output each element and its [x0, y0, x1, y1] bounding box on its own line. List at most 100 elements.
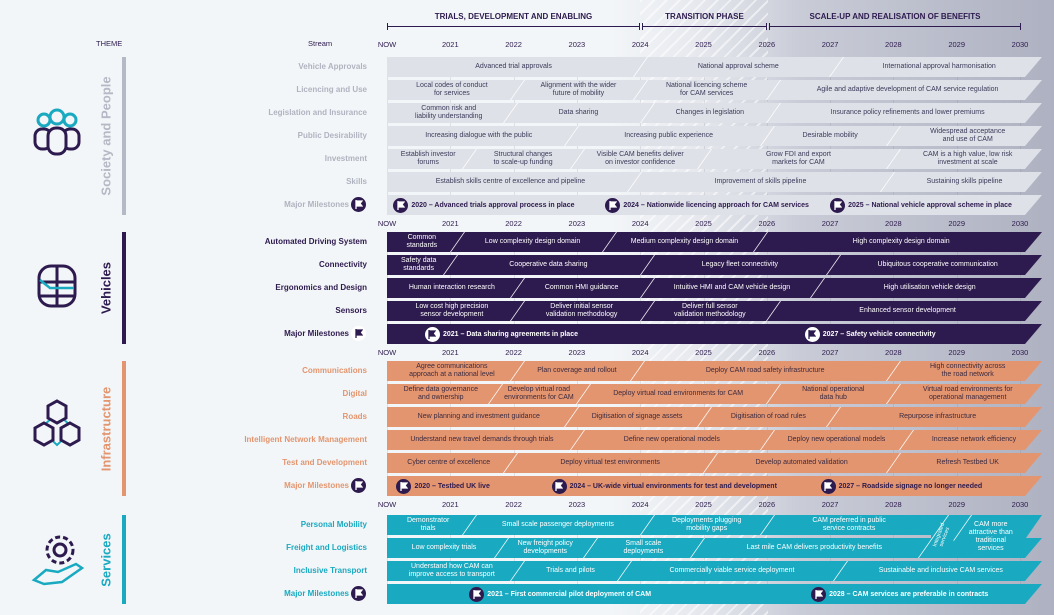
- roadmap-segment: Insurance policy refinements and lower p…: [830, 109, 985, 116]
- roadmap-segment: Deploy virtual test environments: [560, 459, 660, 466]
- year-gridline: [640, 361, 642, 496]
- stream-label: Roads: [342, 412, 367, 421]
- year-gridline: [893, 361, 895, 496]
- roadmap-segment: Structural changes to scale-up funding: [493, 151, 553, 166]
- phase-transition-line: [642, 23, 767, 30]
- stream-bar: Common risk and liability understanding D…: [387, 103, 1042, 123]
- roadmap-segment: Intuitive HMI and CAM vehicle design: [673, 284, 791, 291]
- axis-tick-label: 2024: [631, 219, 649, 228]
- flag-icon: [552, 479, 567, 494]
- roadmap-segment: Enhanced sensor development: [859, 307, 956, 314]
- roadmap-segment: Cooperative data sharing: [509, 261, 588, 268]
- milestone-text: 2021 – First commercial pilot deployment…: [487, 590, 652, 598]
- stream-label: Personal Mobility: [300, 520, 367, 529]
- axis-tick-label: 2025: [695, 500, 712, 509]
- flag-icon: [351, 586, 366, 601]
- roadmap-segment: Increasing dialogue with the public: [425, 132, 533, 139]
- axis-tick-label: 2026: [758, 500, 776, 509]
- year-gridline: [513, 361, 515, 496]
- milestone: 2024 – Nationwide licencing approach for…: [605, 197, 809, 213]
- stream-label: Skills: [346, 177, 367, 186]
- year-gridline: [830, 361, 832, 496]
- roadmap-segment: Visible CAM benefits deliver on investor…: [596, 151, 684, 166]
- theme-name: Infrastructure: [98, 386, 114, 471]
- stream-label: Intelligent Network Management: [244, 435, 367, 444]
- roadmap-segment: Common HMI guidance: [544, 284, 619, 291]
- stream-bar: Cyber centre of excellence Deploy virtual…: [387, 453, 1042, 473]
- roadmap-segment: Common standards: [406, 234, 438, 249]
- axis-tick-label: 2023: [568, 348, 586, 357]
- axis-tick-label: 2027: [821, 348, 839, 357]
- roadmap-segment: Common risk and liability understanding: [415, 105, 483, 120]
- axis-tick-label: 2025: [695, 40, 712, 49]
- roadmap-segment: International approval harmonisation: [882, 63, 996, 70]
- roadmap-segment: National operational data hub: [802, 386, 865, 401]
- phase-scale-up: SCALE-UP AND REALISATION OF BENEFITS: [809, 12, 981, 21]
- roadmap-segment: Develop virtual road environments for CA…: [504, 386, 574, 401]
- milestone: 2020 – Advanced trials approval process …: [393, 197, 574, 213]
- milestones-bar: 2021 – First commercial pilot deployment…: [387, 584, 1042, 604]
- roadmap-segment: Trials and pilots: [546, 567, 595, 574]
- axis-tick-label: 2028: [885, 348, 902, 357]
- roadmap-segment: Digitisation of road rules: [730, 413, 806, 420]
- axis-tick-label: 2024: [631, 348, 649, 357]
- axis-tick-label: 2022: [505, 500, 522, 509]
- stream-label: Licencing and Use: [296, 85, 367, 94]
- stream-bar: Local codes of conduct for services Align…: [387, 80, 1042, 100]
- milestone-text: 2028 – CAM services are preferable in co…: [829, 590, 989, 598]
- roadmap-segment: High connectivity across the road networ…: [929, 363, 1006, 378]
- stream-bar: Common standards Low complexity design do…: [387, 232, 1042, 252]
- axis-tick-label: 2027: [821, 219, 839, 228]
- milestones-bar: 2020 – Testbed UK live 2024 – UK-wide vir…: [387, 476, 1042, 496]
- milestone-text: 2025 – National vehicle approval scheme …: [848, 201, 1012, 209]
- roadmap-segment: Legacy fleet connectivity: [701, 261, 779, 268]
- milestone: 2021 – First commercial pilot deployment…: [469, 586, 651, 602]
- axis-tick-label: 2029: [948, 348, 966, 357]
- stream-label: Digital: [342, 389, 367, 398]
- stream-header: Stream: [308, 39, 333, 48]
- milestone: 2021 – Data sharing agreements in place: [425, 326, 578, 342]
- axis-tick-label: 2029: [948, 40, 966, 49]
- milestones-label: Major Milestones: [284, 481, 349, 490]
- year-gridline: [513, 515, 515, 604]
- flag-icon: [396, 479, 411, 494]
- milestone: 2028 – CAM services are preferable in co…: [811, 586, 988, 602]
- year-gridline: [703, 515, 705, 604]
- stream-label: Inclusive Transport: [293, 566, 367, 575]
- roadmap-segment: Last mile CAM delivers productivity bene…: [746, 544, 882, 551]
- year-gridline: [450, 515, 452, 604]
- roadmap-segment: Safety data standards: [400, 257, 437, 272]
- roadmap-segment: Develop automated validation: [755, 459, 848, 466]
- roadmap-segment: Grow FDI and export markets for CAM: [765, 151, 831, 166]
- axis-tick-label: 2024: [631, 500, 649, 509]
- milestone: 2027 – Safety vehicle connectivity: [805, 326, 936, 342]
- phase-scale-up-line: [769, 23, 1021, 30]
- axis-tick-label: 2022: [505, 40, 522, 49]
- axis-tick-label: 2021: [441, 219, 459, 228]
- year-gridline: [830, 515, 832, 604]
- axis-tick-label: 2028: [885, 500, 902, 509]
- stream-bar: Low cost high precision sensor developme…: [387, 301, 1042, 321]
- roadmap-segment: Low complexity trials: [411, 544, 477, 551]
- cubes-icon: [22, 398, 92, 459]
- flag-icon: [811, 587, 826, 602]
- roadmap-segment: Plan coverage and rollout: [537, 367, 617, 374]
- stream-bar: New planning and investment guidance Digi…: [387, 407, 1042, 427]
- roadmap-segment: Refresh Testbed UK: [936, 459, 999, 466]
- axis-tick-label: 2021: [441, 40, 459, 49]
- stream-bar: Demonstrator trials Small scale passenger…: [387, 515, 1042, 535]
- milestones-label: Major Milestones: [284, 200, 349, 209]
- year-gridline: [1020, 515, 1021, 604]
- milestone-text: 2020 – Testbed UK live: [414, 482, 490, 490]
- roadmap-segment: Sustainable and inclusive CAM services: [878, 567, 1003, 574]
- axis-tick-label: 2023: [568, 40, 586, 49]
- roadmap-segment: High utilisation vehicle design: [883, 284, 976, 291]
- axis-tick-label: 2022: [505, 348, 522, 357]
- stream-label: Automated Driving System: [264, 237, 367, 246]
- services-icon: [22, 530, 92, 590]
- stream-bar: Increasing dialogue with the public Incre…: [387, 126, 1042, 146]
- axis-tick-label: 2030: [1011, 500, 1029, 509]
- axis-tick-label: 2030: [1011, 348, 1029, 357]
- roadmap-segment: National licencing scheme for CAM servic…: [665, 82, 748, 97]
- stream-bar: Define data governance and ownership Deve…: [387, 384, 1042, 404]
